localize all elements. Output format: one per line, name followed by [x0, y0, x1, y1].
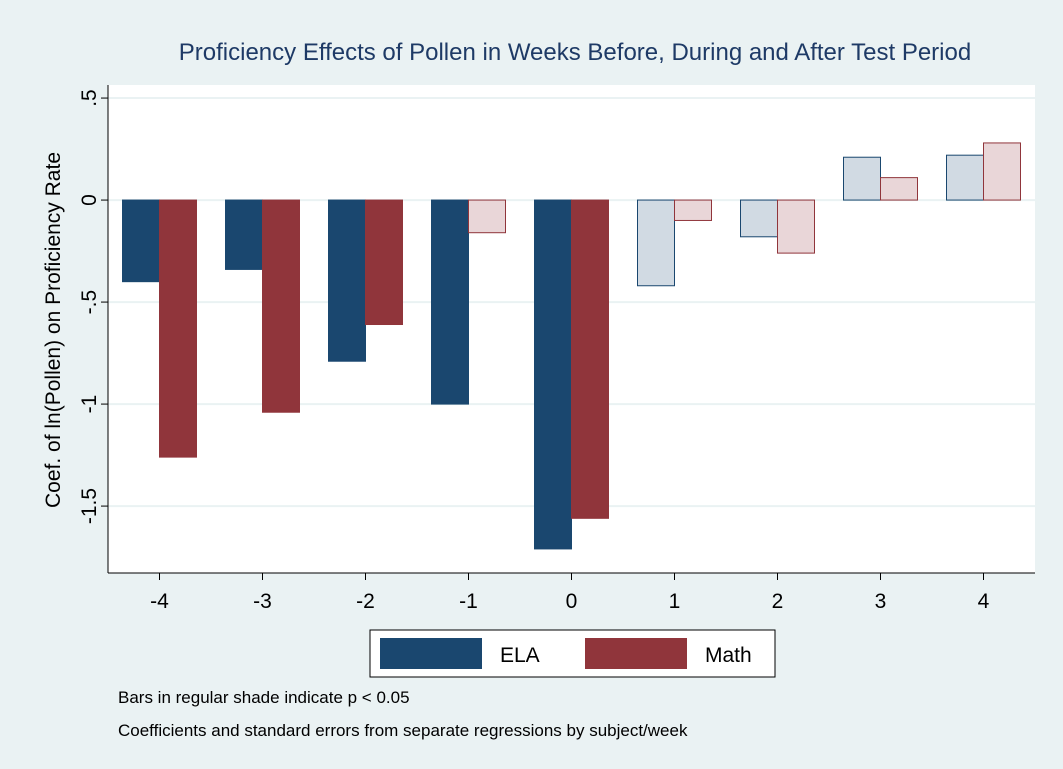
bar — [534, 199, 572, 550]
bar — [328, 199, 366, 362]
bar — [365, 199, 403, 326]
y-tick-label: 0 — [78, 194, 101, 206]
bar — [983, 142, 1021, 201]
bar — [262, 199, 300, 413]
bar — [674, 199, 712, 221]
bar — [122, 199, 160, 283]
bar — [571, 199, 609, 519]
x-tick-label: -2 — [356, 590, 375, 613]
y-axis-label: Coef. of ln(Pollen) on Proficiency Rate — [42, 152, 65, 508]
x-tick-label: 3 — [875, 590, 887, 613]
x-tick-label: 0 — [566, 590, 578, 613]
bar — [946, 154, 984, 201]
bar — [468, 199, 506, 234]
legend-swatch — [585, 638, 687, 669]
y-tick-label: -1 — [78, 395, 101, 414]
bar — [159, 199, 197, 458]
x-tick-label: -4 — [150, 590, 169, 613]
bar — [431, 199, 469, 405]
y-tick-label: -1.5 — [78, 488, 101, 524]
bar — [637, 199, 675, 287]
bar — [777, 199, 815, 254]
legend-swatch — [380, 638, 482, 669]
chart-title: Proficiency Effects of Pollen in Weeks B… — [179, 39, 971, 66]
y-tick-label: .5 — [78, 89, 101, 107]
legend-label: ELA — [500, 644, 540, 667]
x-tick-label: -1 — [459, 590, 478, 613]
bar — [225, 199, 263, 270]
bar — [740, 199, 778, 238]
x-tick-label: 2 — [772, 590, 784, 613]
bar — [880, 177, 918, 201]
bar — [843, 156, 881, 201]
x-tick-label: -3 — [253, 590, 272, 613]
note: Coefficients and standard errors from se… — [118, 721, 688, 740]
legend-label: Math — [705, 644, 752, 667]
y-tick-label: -.5 — [78, 290, 101, 315]
note: Bars in regular shade indicate p < 0.05 — [118, 688, 410, 707]
x-tick-label: 4 — [978, 590, 990, 613]
x-tick-label: 1 — [669, 590, 681, 613]
